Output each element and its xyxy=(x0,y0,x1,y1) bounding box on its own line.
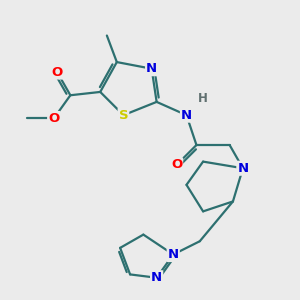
Text: N: N xyxy=(181,109,192,122)
Text: O: O xyxy=(48,112,59,125)
Text: O: O xyxy=(52,65,63,79)
Text: N: N xyxy=(168,248,179,261)
Text: S: S xyxy=(118,109,128,122)
Text: N: N xyxy=(151,271,162,284)
Text: H: H xyxy=(198,92,208,105)
Text: N: N xyxy=(146,62,157,75)
Text: O: O xyxy=(171,158,182,171)
Text: N: N xyxy=(237,162,248,175)
